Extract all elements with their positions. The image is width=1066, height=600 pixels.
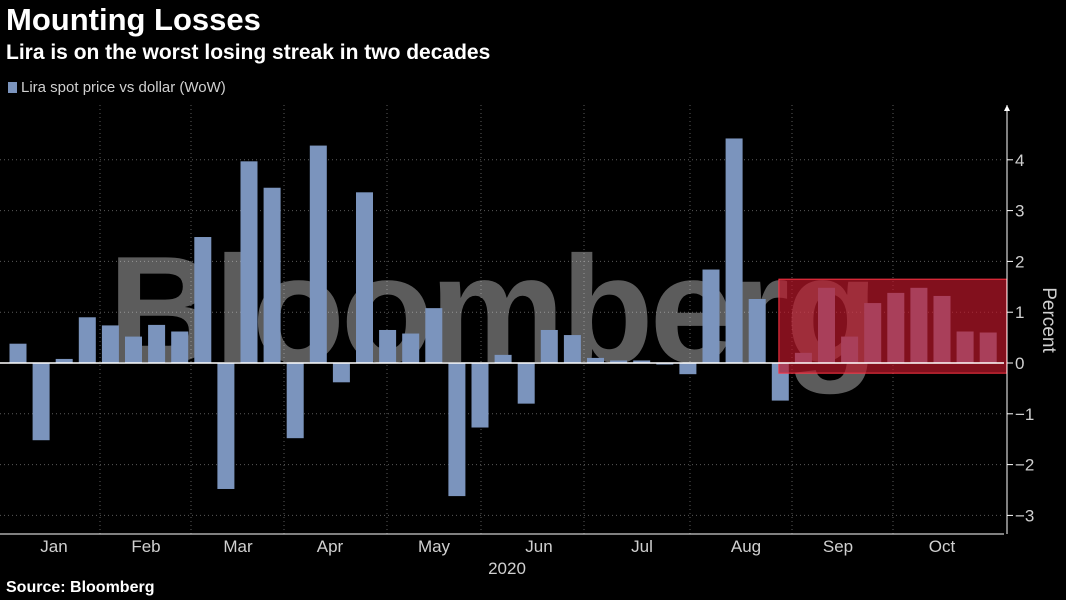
legend-swatch — [8, 82, 17, 93]
x-tick-label: Feb — [131, 537, 160, 556]
y-tick-label: 1 — [1015, 303, 1024, 322]
bar — [379, 329, 397, 363]
bar — [32, 363, 50, 441]
bar — [448, 363, 466, 497]
y-tick-label: −3 — [1015, 506, 1034, 525]
bar — [148, 324, 166, 363]
x-tick-label: Jul — [631, 537, 653, 556]
y-axis-title: Percent — [1038, 287, 1059, 353]
bar — [332, 363, 350, 383]
chart-title: Mounting Losses — [6, 2, 261, 37]
bar — [748, 298, 766, 363]
highlight-box — [778, 278, 1008, 374]
chart-subtitle: Lira is on the worst losing streak in tw… — [6, 41, 491, 64]
x-tick-label: Jun — [525, 537, 552, 556]
x-tick-label: May — [418, 537, 451, 556]
y-tick-label: 3 — [1015, 202, 1024, 221]
x-tick-label: Aug — [731, 537, 761, 556]
bar — [540, 329, 558, 363]
y-tick-label: 4 — [1015, 151, 1024, 170]
bar — [55, 358, 73, 363]
legend: Lira spot price vs dollar (WoW) — [8, 79, 226, 96]
x-tick-label: Sep — [823, 537, 853, 556]
bar — [725, 138, 743, 363]
bar — [425, 308, 443, 363]
bar — [101, 325, 119, 363]
y-tick-label: −2 — [1015, 456, 1034, 475]
bar — [610, 360, 628, 363]
x-tick-label: Oct — [929, 537, 956, 556]
bar — [494, 354, 512, 363]
bar — [402, 333, 420, 363]
bar — [471, 363, 489, 428]
y-axis-arrow — [1004, 105, 1010, 111]
legend-label: Lira spot price vs dollar (WoW) — [21, 79, 226, 96]
source-note: Source: Bloomberg — [6, 579, 155, 596]
bar — [702, 269, 720, 363]
bar — [125, 336, 142, 363]
bar — [286, 363, 304, 439]
axes: −3 −2 −1 0 1 2 3 4 Percent Jan Feb Mar Apr May Jun Jul A… — [0, 105, 1059, 578]
bar — [679, 363, 697, 375]
bar — [171, 331, 189, 363]
bar — [563, 335, 581, 363]
x-tick-label: Jan — [40, 537, 67, 556]
y-tick-label: −1 — [1015, 405, 1034, 424]
bar — [240, 161, 258, 363]
bar — [633, 360, 651, 363]
y-tick-label: 2 — [1015, 252, 1024, 271]
bar — [194, 237, 212, 363]
bar — [263, 187, 281, 363]
bar — [656, 363, 674, 365]
x-axis-year-label: 2020 — [488, 559, 526, 578]
y-tick-label: 0 — [1015, 354, 1024, 373]
bar — [587, 357, 604, 363]
bar — [78, 317, 96, 363]
bar — [309, 145, 327, 363]
overlays — [778, 278, 1008, 374]
x-tick-label: Mar — [223, 537, 253, 556]
bar — [217, 363, 235, 489]
bar — [9, 343, 27, 363]
bar — [517, 363, 535, 404]
x-tick-label: Apr — [317, 537, 344, 556]
bar — [356, 192, 373, 363]
